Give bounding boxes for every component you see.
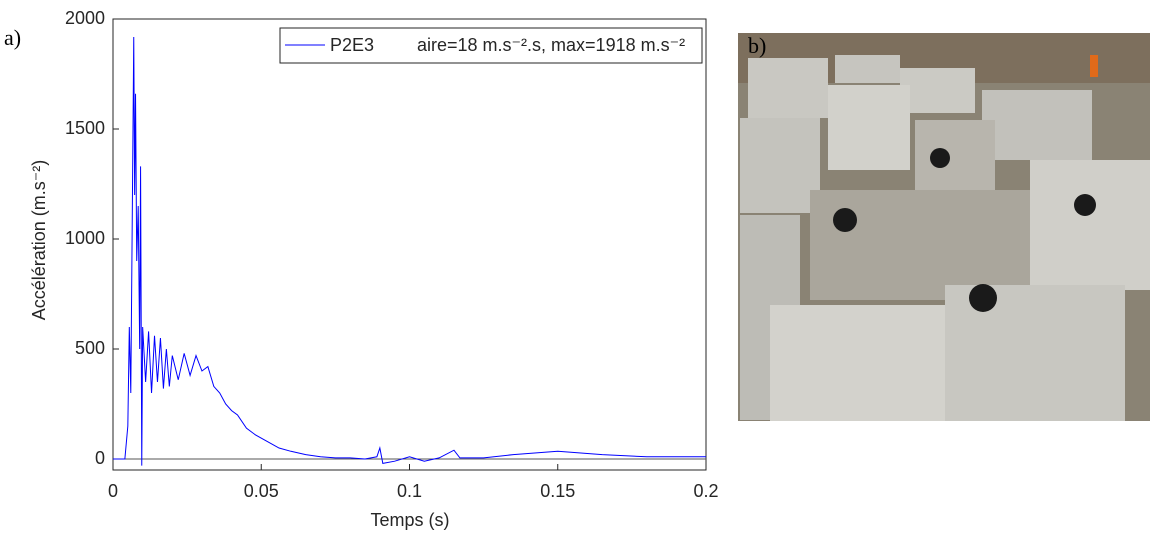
y-tick-label: 500	[75, 338, 105, 358]
broken-slab	[810, 190, 1030, 300]
x-tick-label: 0.2	[693, 481, 718, 501]
slab	[748, 58, 828, 118]
slab	[770, 305, 960, 421]
x-tick-label: 0	[108, 481, 118, 501]
x-tick-label: 0.15	[540, 481, 575, 501]
x-tick-label: 0.1	[397, 481, 422, 501]
legend-label: P2E3	[330, 35, 374, 55]
x-tick-label: 0.05	[244, 481, 279, 501]
hole	[833, 208, 857, 232]
slab	[740, 118, 820, 213]
hole	[969, 284, 997, 312]
y-tick-label: 1000	[65, 228, 105, 248]
panel-label: a)	[4, 25, 21, 50]
y-tick-label: 2000	[65, 8, 105, 28]
slab	[915, 120, 995, 190]
slab	[828, 85, 910, 170]
y-axis-label: Accélération (m.s⁻²)	[29, 160, 49, 321]
worker	[1090, 55, 1098, 77]
panel-label: b)	[748, 33, 766, 58]
plot-area	[112, 18, 707, 471]
y-tick-label: 0	[95, 448, 105, 468]
slab	[835, 55, 900, 83]
hole	[930, 148, 950, 168]
slab	[982, 90, 1092, 160]
y-tick-label: 1500	[65, 118, 105, 138]
slab	[900, 68, 975, 113]
x-axis-label: Temps (s)	[370, 510, 449, 530]
legend-box	[279, 27, 703, 64]
slab	[1030, 160, 1150, 290]
data-line	[113, 37, 706, 466]
legend-annotation: aire=18 m.s⁻².s, max=1918 m.s⁻²	[417, 35, 685, 55]
hole	[1074, 194, 1096, 216]
photo: b)	[738, 33, 1150, 421]
